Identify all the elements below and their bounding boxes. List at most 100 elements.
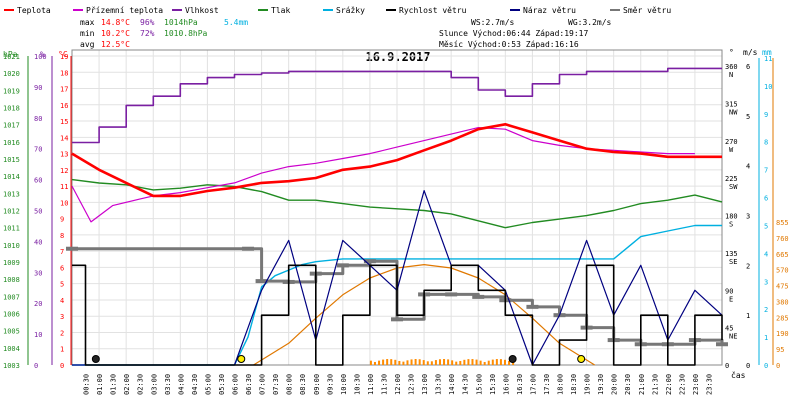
- tick-mm-small: 570: [776, 267, 789, 275]
- tick-hpa: 1020: [3, 70, 20, 78]
- legend: Teplota Přízemní teplota Vlhkost Tlak Srážky…: [4, 6, 671, 15]
- plot-frame: [71, 49, 723, 366]
- rain-intensity-bar: [512, 361, 515, 365]
- tick-deg: 0: [725, 362, 729, 370]
- tick-hpa: 1005: [3, 328, 20, 336]
- stat-wg: WG:3.2m/s: [568, 18, 612, 27]
- series-humidity: [72, 67, 722, 144]
- tick-hpa: 1009: [3, 259, 20, 267]
- rain-intensity-bar: [438, 359, 441, 365]
- tick-deg: 45: [725, 325, 733, 333]
- tick-time: 14:30: [462, 374, 470, 395]
- tick-dir: NW: [729, 108, 738, 116]
- rain-intensity-bar: [503, 359, 506, 365]
- tick-mm: 11: [764, 55, 772, 63]
- tick-time: 19:00: [584, 374, 592, 395]
- rain-intensity-bar: [386, 359, 389, 365]
- rain-intensity-bar: [495, 359, 498, 365]
- tick-hpa: 1010: [3, 242, 20, 250]
- series-wind-speed: [72, 264, 723, 366]
- tick-mm: 8: [764, 139, 768, 147]
- tick-mm-small: 285: [776, 314, 789, 322]
- tick-dir: N: [729, 71, 733, 79]
- stat-sun: Slunce Východ:06:44 Západ:19:17: [439, 29, 588, 38]
- axis-unit-c: °C: [58, 50, 68, 59]
- tick-mm-small: 95: [776, 346, 784, 354]
- tick-deg: 225: [725, 175, 738, 183]
- rain-intensity-bar: [426, 361, 429, 365]
- tick-mm: 0: [764, 362, 768, 370]
- axes: hPa% °C1021102010191018101710161015101410…: [3, 48, 789, 395]
- chart-title: 16.9.2017: [365, 50, 430, 64]
- tick-ms: 3: [746, 213, 750, 221]
- tick-c: 15: [60, 118, 68, 126]
- tick-c: 0: [60, 362, 64, 370]
- axis-unit-pct: %: [40, 50, 45, 59]
- tick-c: 4: [60, 297, 64, 305]
- stat-avg-label: avg: [80, 40, 95, 49]
- tick-time: 05:00: [204, 374, 212, 395]
- tick-hpa: 1014: [3, 173, 20, 181]
- tick-time: 11:00: [367, 374, 375, 395]
- rain-intensity-bar: [410, 359, 413, 365]
- tick-mm: 4: [764, 250, 768, 258]
- stat-min-temp: 10.2°C: [101, 29, 130, 38]
- axis-unit-mm: mm: [762, 48, 772, 57]
- tick-c: 2: [60, 329, 64, 337]
- tick-dir: NE: [729, 333, 737, 341]
- stat-max-temp: 14.8°C: [101, 18, 130, 27]
- rain-intensity-bar: [382, 359, 385, 365]
- tick-c: 18: [60, 69, 68, 77]
- tick-time: 09:00: [313, 374, 321, 395]
- tick-ms: 6: [746, 63, 750, 71]
- tick-time: 13:00: [421, 374, 429, 395]
- stat-min-hum: 72%: [140, 29, 155, 38]
- tick-time: 18:00: [557, 374, 565, 395]
- rain-intensity-bar: [430, 361, 433, 365]
- rain-intensity-bar: [373, 361, 376, 365]
- tick-ms: 1: [746, 312, 750, 320]
- tick-time: 21:30: [651, 374, 659, 395]
- legend-label: Směr větru: [623, 6, 671, 15]
- tick-pct: 40: [34, 238, 42, 246]
- rain-intensity-bar: [487, 360, 490, 365]
- tick-mm-small: 665: [776, 251, 789, 259]
- tick-time: 22:00: [665, 374, 673, 395]
- stat-max-rain: 5.4mm: [224, 18, 248, 27]
- moonset-marker: [508, 355, 517, 363]
- legend-label: Vlhkost: [185, 6, 219, 15]
- tick-mm-small: 380: [776, 298, 789, 306]
- tick-mm: 7: [764, 167, 768, 175]
- tick-time: 11:30: [380, 374, 388, 395]
- rain-intensity-bar: [475, 359, 478, 365]
- tick-c: 1: [60, 346, 64, 354]
- rain-intensity-bar: [499, 359, 502, 365]
- stat-min-label: min: [80, 29, 95, 38]
- tick-time: 08:00: [286, 374, 294, 395]
- tick-mm-small: 760: [776, 235, 789, 243]
- rain-intensity-bar: [483, 361, 486, 365]
- tick-mm-small: 475: [776, 283, 789, 291]
- rain-intensity-bar: [369, 360, 372, 365]
- rain-intensity-bar: [447, 359, 450, 365]
- stat-avg-temp: 12.5°C: [101, 40, 130, 49]
- rain-intensity-bar: [390, 359, 393, 365]
- rain-intensity-bar: [491, 359, 494, 365]
- tick-time: 10:30: [353, 374, 361, 395]
- tick-time: 15:30: [489, 374, 497, 395]
- legend-label: Přízemní teplota: [86, 6, 163, 15]
- tick-dir: E: [729, 295, 733, 303]
- tick-pct: 10: [34, 331, 42, 339]
- sunrise-marker: [237, 355, 246, 363]
- tick-mm-small: 855: [776, 219, 789, 227]
- stat-moon: Měsíc Východ:0:53 Západ:16:16: [439, 40, 579, 49]
- rain-intensity-bar: [471, 359, 474, 365]
- tick-pct: 100: [34, 53, 47, 61]
- tick-mm: 3: [764, 278, 768, 286]
- series-temperature: [71, 123, 722, 198]
- tick-hpa: 1003: [3, 362, 20, 370]
- tick-time: 02:30: [137, 374, 145, 395]
- tick-ms: 2: [746, 262, 750, 270]
